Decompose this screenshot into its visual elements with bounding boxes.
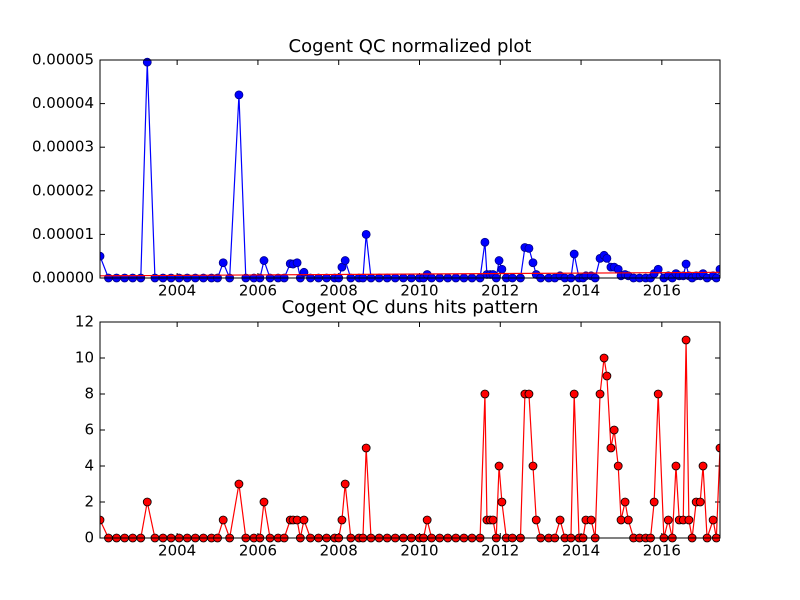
data-point <box>142 497 152 507</box>
data-point <box>653 264 663 274</box>
y-tick-label: 0.00002 <box>32 181 94 199</box>
series-line <box>100 271 720 277</box>
chart-title: Cogent QC normalized plot <box>289 36 532 57</box>
data-point <box>524 389 534 399</box>
data-point <box>497 497 507 507</box>
x-tick-label: 2010 <box>400 542 438 560</box>
data-point <box>480 237 490 247</box>
data-point <box>613 461 623 471</box>
x-tick-label: 2016 <box>643 282 681 300</box>
data-point <box>422 515 432 525</box>
y-tick-label: 6 <box>84 421 94 439</box>
data-point <box>531 515 541 525</box>
data-point <box>715 443 720 453</box>
data-point <box>620 497 630 507</box>
data-point <box>599 353 609 363</box>
data-point <box>142 57 152 67</box>
data-point <box>569 389 579 399</box>
data-point <box>494 256 504 265</box>
data-point <box>671 461 681 471</box>
data-point <box>524 243 534 253</box>
y-tick-label: 0.00000 <box>32 269 94 287</box>
y-tick-label: 2 <box>84 493 94 511</box>
data-point <box>361 229 371 239</box>
data-point <box>292 258 302 268</box>
data-point <box>606 443 616 453</box>
chart-title: Cogent QC duns hits pattern <box>282 297 539 318</box>
data-point <box>259 497 269 507</box>
x-tick-label: 2016 <box>643 542 681 560</box>
data-point <box>337 515 347 525</box>
y-tick-label: 10 <box>75 349 94 367</box>
data-point <box>708 515 718 525</box>
data-point <box>497 264 507 274</box>
y-tick-label: 0.00005 <box>32 51 94 69</box>
data-point <box>623 515 633 525</box>
data-point <box>602 371 612 381</box>
data-point <box>218 258 228 268</box>
plot-frame <box>99 59 721 279</box>
x-tick-label: 2004 <box>158 542 196 560</box>
x-tick-label: 2012 <box>481 282 519 300</box>
data-point <box>100 515 105 525</box>
data-point <box>555 515 565 525</box>
y-tick-label: 0.00003 <box>32 138 94 156</box>
x-tick-label: 2008 <box>320 542 358 560</box>
data-point <box>100 251 105 261</box>
data-point <box>698 461 708 471</box>
data-point <box>695 497 705 507</box>
data-point <box>528 258 538 268</box>
x-tick-label: 2004 <box>158 282 196 300</box>
data-point <box>340 479 350 489</box>
y-tick-label: 0 <box>84 529 94 547</box>
x-tick-label: 2014 <box>562 282 600 300</box>
data-point <box>715 264 720 274</box>
x-tick-label: 2006 <box>239 282 277 300</box>
data-point <box>602 253 612 263</box>
data-point <box>569 249 579 259</box>
x-tick-label: 2006 <box>239 542 277 560</box>
data-point <box>653 389 663 399</box>
x-tick-label: 2012 <box>481 542 519 560</box>
x-tick-label: 2010 <box>400 282 438 300</box>
y-tick-label: 8 <box>84 385 94 403</box>
data-point <box>684 515 694 525</box>
data-point <box>595 389 605 399</box>
data-point <box>340 256 350 265</box>
data-point <box>299 515 309 525</box>
data-point <box>609 425 619 435</box>
y-tick-label: 12 <box>75 313 94 331</box>
data-point <box>616 515 626 525</box>
data-point <box>218 515 228 525</box>
y-tick-label: 0.00004 <box>32 94 94 112</box>
data-point <box>586 515 596 525</box>
x-tick-label: 2014 <box>562 542 600 560</box>
data-point <box>681 259 691 269</box>
data-point <box>488 515 498 525</box>
data-point <box>649 497 659 507</box>
plot-frame <box>99 321 721 539</box>
y-tick-label: 0.00001 <box>32 225 94 243</box>
data-point <box>259 256 269 265</box>
x-tick-label: 2008 <box>320 282 358 300</box>
data-point <box>528 461 538 471</box>
series-line <box>100 339 720 541</box>
y-tick-label: 4 <box>84 457 94 475</box>
data-point <box>480 389 490 399</box>
data-point <box>361 443 371 453</box>
series-line <box>100 62 720 280</box>
data-point <box>681 335 691 345</box>
data-point <box>663 515 673 525</box>
data-point <box>494 461 504 471</box>
data-point <box>234 479 244 489</box>
data-point <box>234 90 244 100</box>
